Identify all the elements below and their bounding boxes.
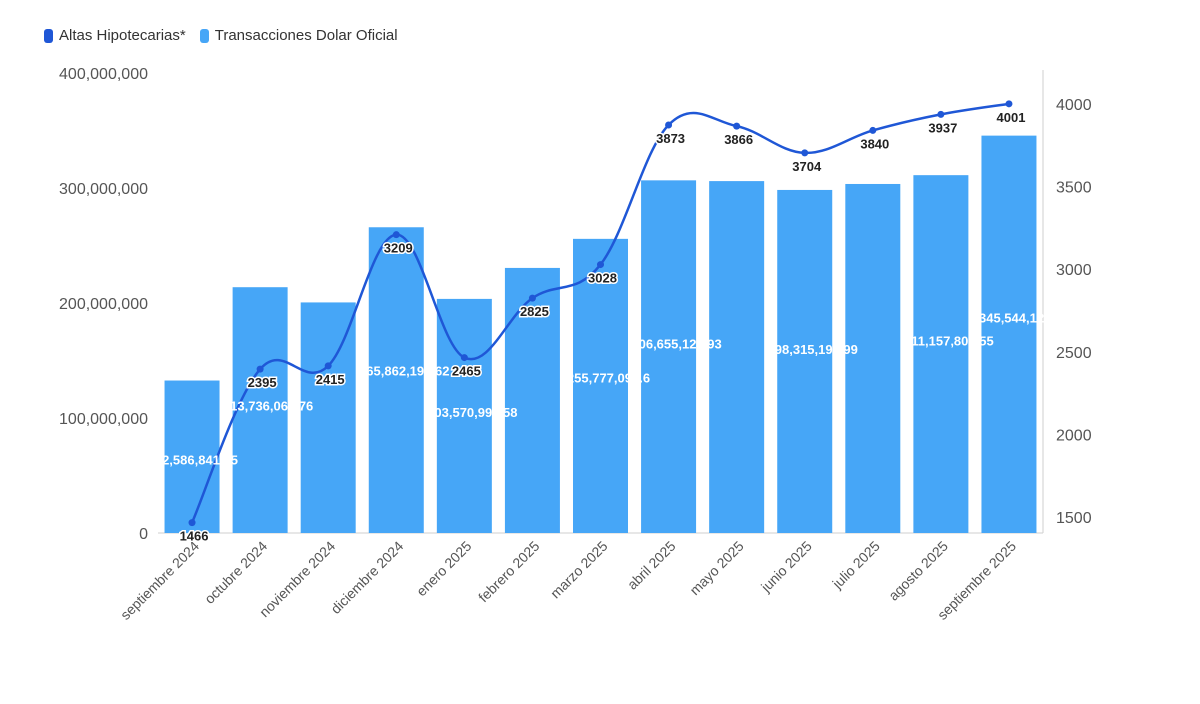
legend-swatch-line: [44, 28, 53, 43]
legend-swatch-bar: [199, 28, 209, 43]
bar-value-label: 213,736,061.76: [223, 398, 313, 413]
line-point: [665, 121, 673, 129]
bar-value-label: 311,157,804.55: [904, 333, 994, 348]
bar-value-label: 345,544,127.: [979, 311, 1055, 326]
line-value-label: 3028: [588, 271, 617, 286]
y-left-tick-label: 100,000,000: [59, 411, 148, 428]
line-value-label: 2395: [248, 375, 277, 390]
line-value-label: 3937: [928, 120, 957, 135]
line-value-label: 3209: [384, 241, 413, 256]
line-value-label: 3873: [656, 131, 685, 146]
bar: [232, 287, 288, 533]
x-tick-label: julio 2025: [829, 538, 884, 593]
line-value-label: 2465: [452, 364, 481, 379]
line-value-label: 1466: [180, 529, 209, 544]
bar: [504, 267, 560, 533]
line-point: [801, 149, 809, 157]
legend-item-altas[interactable]: Altas Hipotecarias*: [44, 27, 186, 44]
bar: [641, 180, 697, 533]
x-tick-label: diciembre 2024: [327, 538, 406, 617]
line-point: [324, 362, 332, 370]
bar: [845, 183, 901, 533]
bar: [709, 181, 765, 533]
bar: [436, 298, 492, 533]
line-value-label: 3840: [860, 136, 889, 151]
line-value-label: 2825: [520, 304, 549, 319]
bar: [573, 238, 628, 534]
line-point: [460, 354, 468, 362]
line-point: [528, 294, 536, 302]
legend-item-transacciones[interactable]: Transacciones Dolar Oficial: [199, 27, 398, 44]
line-point: [869, 126, 877, 134]
line-value-label: 4001: [997, 110, 1026, 125]
x-tick-label: septiembre 2024: [117, 538, 202, 623]
series-line-altas: [190, 102, 1010, 524]
bar-value-label: 298,315,193.99: [768, 342, 858, 357]
y-left-tick-label: 200,000,000: [59, 296, 148, 313]
legend: Altas Hipotecarias* Transacciones Dolar …: [44, 27, 398, 44]
x-tick-label: mayo 2025: [686, 538, 746, 598]
line-value-label: 3866: [724, 132, 753, 147]
line-point: [733, 122, 741, 130]
x-tick-label: febrero 2025: [475, 538, 543, 606]
legend-label-altas: Altas Hipotecarias*: [59, 27, 186, 44]
bar: [913, 175, 969, 533]
y-right-tick-label: 2000: [1056, 427, 1092, 444]
bar: [981, 135, 1037, 533]
x-tick-label: enero 2025: [413, 538, 475, 600]
line-value-label: 2415: [316, 372, 345, 387]
line-value-label: 3704: [792, 159, 822, 174]
line-point: [256, 365, 264, 373]
x-tick-label: abril 2025: [624, 538, 679, 593]
bar: [777, 189, 833, 533]
line-point: [937, 110, 945, 118]
line-point: [392, 231, 400, 239]
x-tick-label: agosto 2025: [885, 538, 951, 604]
x-tick-label: junio 2025: [757, 538, 815, 596]
y-right-tick-label: 4000: [1056, 97, 1092, 114]
line-point: [1005, 100, 1013, 108]
bar-value-label: 265,862,190.62: [359, 364, 449, 379]
line-point: [597, 261, 604, 269]
bar-value-label: 306,655,121.93: [631, 336, 721, 351]
bar-value-label: 203,570,997.58: [427, 405, 517, 420]
bar: [368, 227, 424, 533]
y-left-tick-label: 0: [139, 526, 148, 543]
y-right-tick-label: 2500: [1056, 345, 1092, 362]
y-left-tick-label: 300,000,000: [59, 181, 148, 198]
bar-value-label: 2,586,841.05: [162, 453, 238, 468]
y-right-tick-label: 1500: [1056, 510, 1092, 527]
bar-value-label: 255,777,091.6: [567, 370, 650, 385]
x-tick-label: octubre 2024: [201, 538, 270, 607]
bar: [164, 380, 220, 533]
y-left-tick-label: 400,000,000: [59, 66, 148, 83]
x-tick-label: marzo 2025: [547, 538, 611, 602]
line-point: [188, 519, 196, 527]
y-right-tick-label: 3000: [1056, 262, 1092, 279]
y-right-tick-label: 3500: [1056, 180, 1092, 197]
bar: [300, 302, 356, 533]
legend-label-transacciones: Transacciones Dolar Oficial: [214, 27, 398, 44]
